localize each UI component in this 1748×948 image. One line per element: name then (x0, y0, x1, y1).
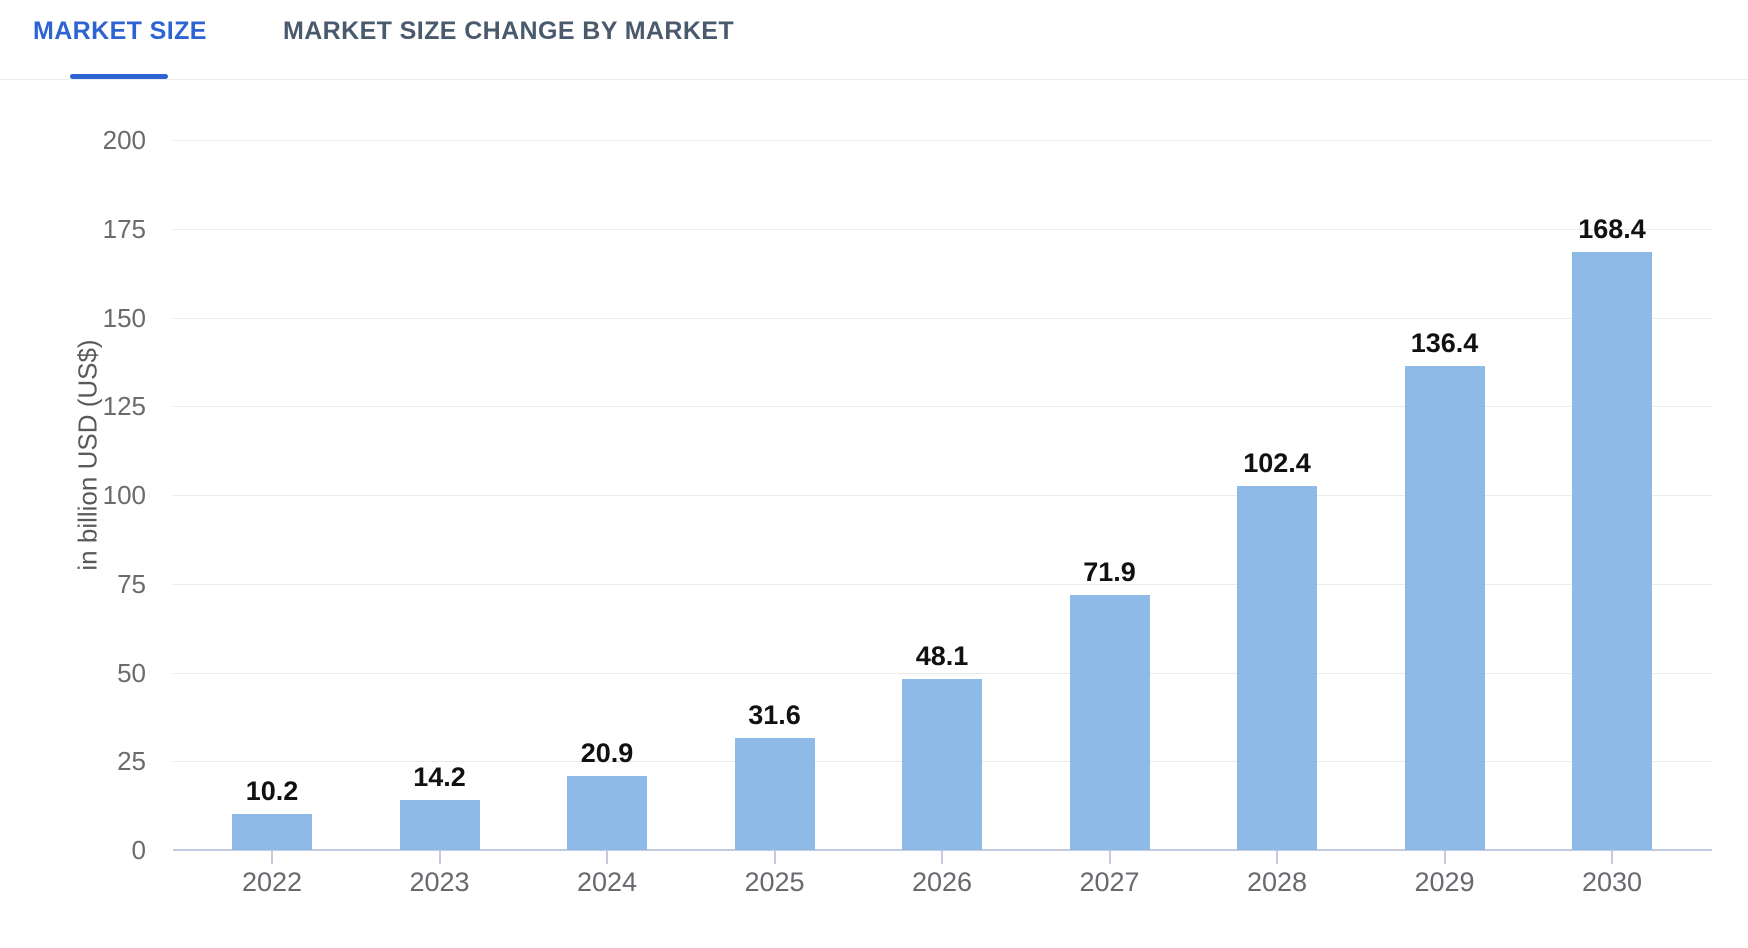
value-label-2026: 48.1 (915, 641, 969, 671)
y-tick-label-175: 175 (102, 213, 146, 244)
x-tick-2028 (1276, 851, 1278, 864)
gridline-75 (173, 583, 1712, 585)
y-tick-label-75: 75 (117, 568, 146, 599)
tab-market-size[interactable]: MARKET SIZE (33, 17, 207, 45)
gridline-100 (173, 495, 1712, 496)
bar-2028[interactable] (1237, 486, 1317, 850)
y-tick-label-0: 0 (131, 835, 146, 865)
value-label-2022: 10.2 (245, 776, 299, 806)
y-tick-label-100: 100 (102, 480, 146, 510)
x-tick-2030 (1611, 851, 1613, 864)
y-tick-label-125: 125 (102, 391, 146, 422)
y-tick-label-200: 200 (102, 125, 146, 155)
bar-2024[interactable] (567, 776, 647, 850)
x-tick-2027 (1108, 851, 1111, 864)
value-label-2023: 14.2 (413, 762, 466, 792)
value-label-2029: 136.4 (1410, 328, 1479, 358)
x-tick-label-2026: 2026 (911, 867, 973, 897)
value-label-2030: 168.4 (1578, 214, 1646, 244)
y-tick-label-50: 50 (117, 657, 146, 688)
gridline-175 (173, 228, 1712, 230)
bar-2022[interactable] (232, 814, 312, 850)
x-tick-2026 (941, 851, 943, 864)
x-tick-2029 (1443, 851, 1446, 864)
bar-2025[interactable] (734, 738, 815, 850)
bar-2027[interactable] (1069, 595, 1150, 850)
gridline-200 (173, 140, 1712, 141)
value-label-2024: 20.9 (580, 738, 634, 768)
x-tick-2024 (606, 851, 608, 864)
bar-2030[interactable] (1572, 252, 1652, 850)
x-tick-2023 (438, 851, 441, 864)
gridline-125 (173, 406, 1712, 408)
y-tick-label-150: 150 (102, 302, 146, 333)
y-axis-title: in billion USD (US$) (72, 339, 103, 571)
gridline-150 (173, 317, 1712, 319)
x-tick-label-2030: 2030 (1581, 867, 1643, 897)
tab-bar: MARKET SIZE MARKET SIZE CHANGE BY MARKET (0, 0, 1748, 80)
x-tick-label-2024: 2024 (576, 867, 638, 897)
x-tick-2022 (271, 851, 273, 864)
x-tick-label-2025: 2025 (744, 867, 805, 897)
bar-2029[interactable] (1404, 366, 1485, 850)
x-tick-label-2029: 2029 (1414, 867, 1475, 897)
gridline-50 (173, 672, 1712, 674)
y-tick-label-25: 25 (117, 746, 146, 777)
active-tab-indicator (70, 74, 168, 79)
value-label-2025: 31.6 (748, 700, 801, 730)
bar-chart: in billion USD (US$) 0 25 50 75 100 125 150 175… (0, 80, 1748, 948)
tab-market-size-change-by-market[interactable]: MARKET SIZE CHANGE BY MARKET (283, 17, 735, 45)
bar-2023[interactable] (399, 800, 480, 850)
tab-bar-divider (0, 79, 1748, 80)
value-label-2027: 71.9 (1083, 557, 1136, 587)
x-tick-label-2022: 2022 (241, 867, 303, 897)
x-axis-line (173, 849, 1712, 851)
x-tick-label-2027: 2027 (1079, 867, 1140, 897)
x-tick-2025 (773, 851, 776, 864)
bar-2026[interactable] (902, 679, 982, 850)
x-tick-label-2028: 2028 (1246, 867, 1308, 897)
x-tick-label-2023: 2023 (409, 867, 470, 897)
value-label-2028: 102.4 (1243, 448, 1311, 478)
